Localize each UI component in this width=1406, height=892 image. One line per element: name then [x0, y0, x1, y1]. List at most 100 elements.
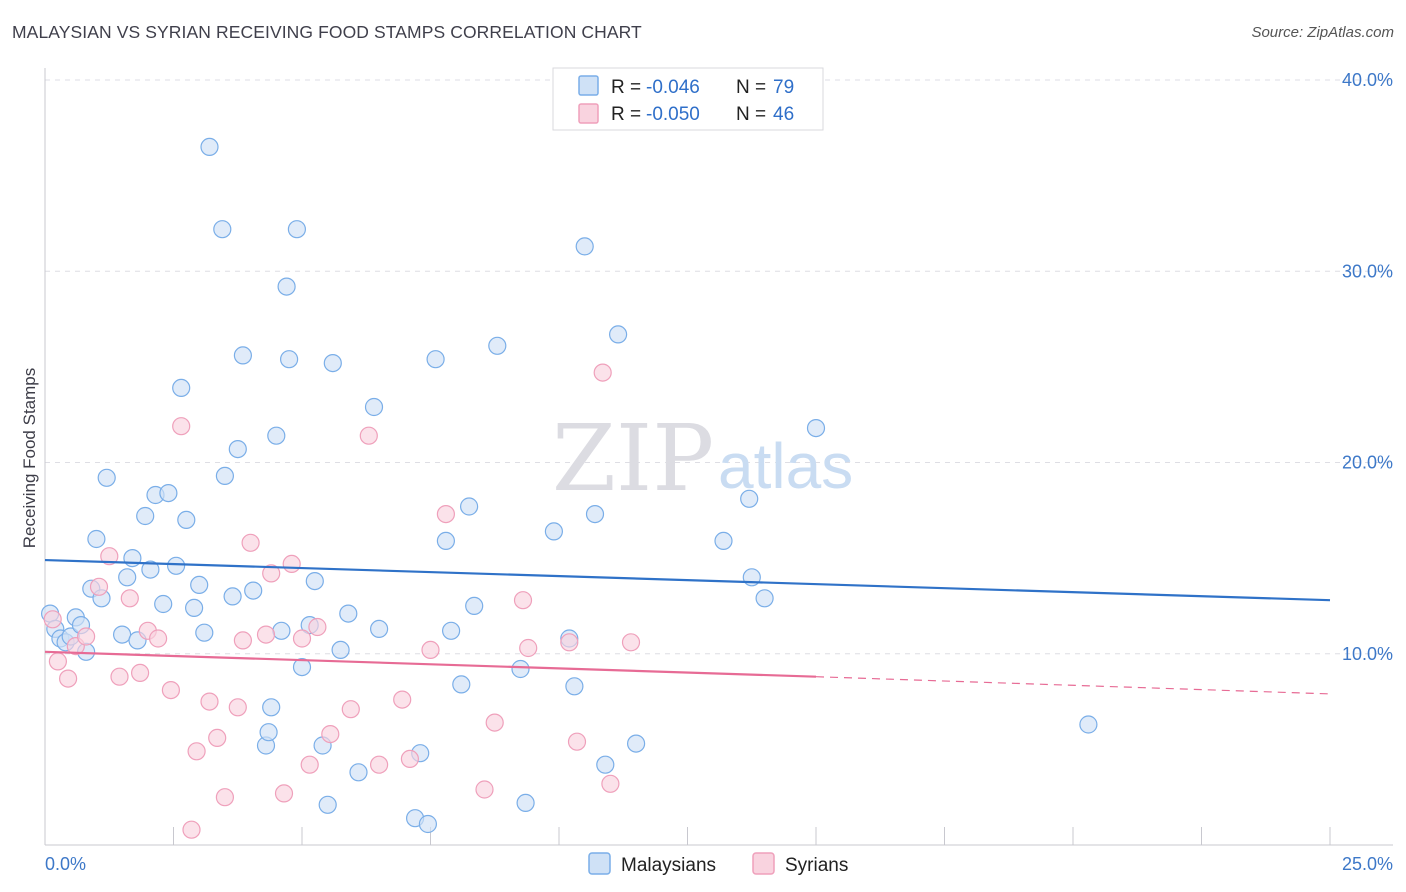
point-malaysians — [277, 277, 296, 296]
point-malaysians — [280, 350, 299, 369]
point-malaysians — [755, 589, 774, 608]
x-tick-label: 25.0% — [1342, 854, 1393, 874]
point-syrians — [274, 784, 294, 803]
point-malaysians — [292, 657, 312, 677]
point-malaysians — [318, 795, 337, 814]
point-malaysians — [452, 675, 471, 694]
point-syrians — [43, 610, 62, 629]
point-syrians — [149, 629, 168, 648]
point-syrians — [300, 755, 319, 774]
point-malaysians — [213, 220, 232, 239]
y-axis-label: Receiving Food Stamps — [20, 368, 39, 548]
point-malaysians — [806, 419, 826, 438]
point-malaysians — [190, 575, 209, 595]
point-syrians — [110, 667, 129, 686]
point-syrians — [601, 774, 620, 793]
series-legend-swatch-malaysians — [588, 852, 611, 875]
point-syrians — [436, 504, 455, 524]
point-malaysians — [714, 531, 733, 551]
point-syrians — [475, 780, 494, 799]
trend-line-malaysians — [44, 558, 1331, 602]
point-malaysians — [272, 621, 291, 640]
series-legend: Malaysians Syrians — [588, 852, 848, 876]
point-malaysians — [575, 237, 594, 256]
point-syrians — [200, 692, 219, 711]
point-malaysians — [511, 659, 530, 679]
point-malaysians — [488, 336, 507, 355]
point-syrians — [161, 680, 180, 700]
point-malaysians — [87, 529, 106, 549]
series-legend-label-malaysians: Malaysians — [621, 855, 716, 876]
data-points — [40, 137, 1098, 839]
legend-n-label-1: N = — [736, 77, 766, 98]
point-syrians — [241, 533, 260, 552]
point-malaysians — [442, 621, 461, 640]
point-syrians — [120, 589, 139, 608]
point-malaysians — [159, 484, 178, 503]
point-syrians — [421, 640, 440, 660]
point-syrians — [341, 700, 360, 719]
trend-line-syrians-extrapolated — [815, 676, 1331, 695]
watermark-zip: ZIP — [552, 405, 714, 512]
point-syrians — [256, 625, 276, 644]
point-syrians — [228, 698, 247, 717]
point-malaysians — [228, 440, 247, 459]
legend-n-value-1: 79 — [773, 77, 794, 98]
watermark-atlas: atlas — [718, 430, 853, 502]
point-syrians — [215, 788, 234, 807]
point-syrians — [89, 577, 109, 596]
point-malaysians — [112, 625, 132, 644]
point-syrians — [262, 564, 281, 583]
point-syrians — [292, 629, 312, 648]
point-malaysians — [167, 556, 186, 575]
trend-line-syrians — [44, 650, 817, 678]
point-syrians — [359, 426, 378, 445]
tick-labels: 10.0% 20.0% 30.0% 40.0% 0.0% 25.0% — [45, 70, 1393, 874]
y-tick-label: 40.0% — [1342, 70, 1393, 90]
point-syrians — [48, 652, 68, 671]
point-malaysians — [259, 723, 278, 742]
point-syrians — [567, 732, 587, 751]
point-malaysians — [608, 325, 628, 344]
point-malaysians — [565, 677, 584, 696]
point-syrians — [593, 363, 612, 382]
point-syrians — [370, 755, 389, 774]
point-malaysians — [331, 640, 350, 660]
point-syrians — [233, 631, 252, 650]
point-malaysians — [185, 598, 204, 618]
point-syrians — [621, 633, 641, 652]
point-malaysians — [436, 531, 455, 551]
gridlines — [45, 79, 1393, 655]
point-malaysians — [544, 522, 564, 541]
point-malaysians — [626, 734, 646, 753]
point-syrians — [321, 724, 340, 744]
point-malaysians — [118, 568, 137, 587]
point-malaysians — [200, 137, 219, 156]
chart-title: MALAYSIAN VS SYRIAN RECEIVING FOOD STAMP… — [12, 22, 642, 42]
point-malaysians — [215, 466, 234, 485]
point-syrians — [131, 663, 150, 683]
point-syrians — [182, 820, 201, 839]
point-malaysians — [349, 763, 368, 782]
point-syrians — [282, 554, 301, 574]
point-malaysians — [262, 698, 281, 717]
point-malaysians — [585, 504, 605, 524]
point-malaysians — [364, 397, 384, 417]
point-malaysians — [223, 587, 242, 606]
point-syrians — [519, 638, 538, 658]
point-malaysians — [177, 510, 196, 530]
point-malaysians — [339, 604, 358, 623]
point-syrians — [308, 617, 327, 637]
point-syrians — [485, 713, 504, 732]
y-tick-label: 30.0% — [1342, 261, 1393, 281]
point-malaysians — [195, 623, 214, 642]
stats-legend: R = -0.046 N = 79 R = -0.050 N = 46 — [552, 67, 824, 131]
legend-n-value-2: 46 — [773, 104, 794, 125]
legend-r-label-2: R = — [611, 104, 641, 125]
point-malaysians — [244, 581, 263, 600]
legend-swatch-malaysians — [578, 75, 599, 96]
chart-source: Source: ZipAtlas.com — [1251, 24, 1394, 41]
y-tick-label: 20.0% — [1342, 453, 1393, 473]
point-malaysians — [426, 350, 445, 369]
